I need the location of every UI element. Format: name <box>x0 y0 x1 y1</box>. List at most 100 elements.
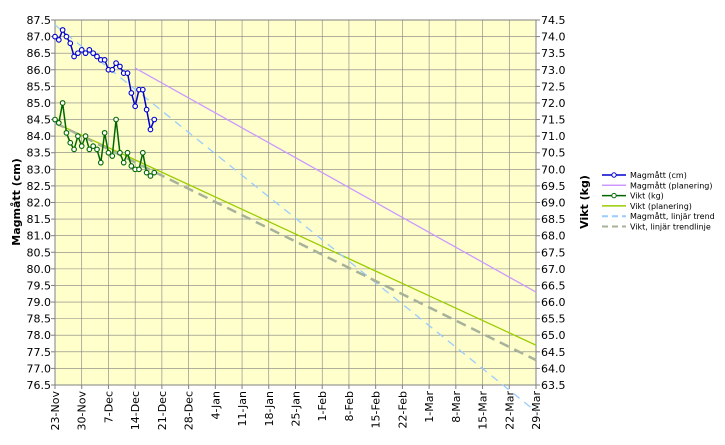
x-tick-label: 8-Mar <box>450 391 463 423</box>
y-left-tick-label: 78.5 <box>27 313 52 326</box>
data-point <box>105 149 112 156</box>
data-point <box>94 146 100 153</box>
data-point <box>52 116 58 123</box>
data-point <box>147 126 154 133</box>
legend: Magmått (cm)Magmått (planering) Vikt (kg)… <box>602 170 715 232</box>
x-tick-label: 7-Dec <box>102 391 115 423</box>
data-point <box>143 106 150 113</box>
y-right-tick-label: 66.5 <box>541 279 566 292</box>
data-point <box>90 143 97 149</box>
data-point <box>117 63 123 70</box>
legend-label: Magmått, linjär trend <box>630 211 715 221</box>
y-right-axis-title: Vikt (kg) <box>578 175 591 229</box>
series-line <box>54 24 537 413</box>
x-tick-label: 15-Feb <box>370 391 383 428</box>
y-right-tick-label: 72.5 <box>541 80 566 93</box>
data-point <box>86 47 93 53</box>
data-point <box>113 60 119 66</box>
data-point <box>97 159 104 166</box>
y-left-tick-label: 87.0 <box>27 31 52 44</box>
x-tick-label: 4-Jan <box>209 391 222 420</box>
series-line <box>134 67 537 293</box>
series-1 <box>134 67 537 293</box>
x-tick-label: 11-Jan <box>236 391 249 427</box>
x-tick-label: 30-Nov <box>76 391 89 431</box>
x-axis-ticks: 23-Nov 30-Nov 7-Dec 14-Dec 21-Dec 28-Dec 4-Jan… <box>49 385 543 430</box>
legend-label: Magmått (cm) <box>630 170 687 180</box>
data-point <box>55 37 62 43</box>
data-point <box>101 56 108 63</box>
y-right-tick-label: 65.0 <box>541 329 566 342</box>
y-right-tick-label: 69.0 <box>541 197 566 210</box>
data-point <box>136 166 142 173</box>
y-left-tick-label: 87.5 <box>27 14 52 27</box>
x-tick-label: 14-Dec <box>129 391 142 430</box>
y-left-tick-label: 82.5 <box>27 180 52 193</box>
y-left-tick-label: 76.5 <box>27 379 52 392</box>
y-left-tick-label: 86.5 <box>27 47 52 60</box>
x-tick-label: 8-Feb <box>343 391 356 421</box>
data-point <box>151 169 158 176</box>
y-right-tick-label: 74.0 <box>541 31 566 44</box>
data-point <box>128 90 135 96</box>
data-point <box>94 53 100 60</box>
y-left-tick-label: 85.0 <box>27 97 52 110</box>
legend-marker <box>611 172 617 178</box>
data-point <box>71 53 77 60</box>
y-right-tick-label: 64.0 <box>541 362 566 375</box>
y-left-tick-label: 80.0 <box>27 263 52 276</box>
legend-label: Vikt (kg) <box>630 192 664 201</box>
data-point <box>132 103 139 110</box>
y-right-tick-label: 63.5 <box>541 379 566 392</box>
y-right-tick-label: 67.5 <box>541 246 566 259</box>
data-point <box>63 129 70 136</box>
x-tick-label: 22-Feb <box>396 391 409 428</box>
y-right-tick-label: 71.0 <box>541 130 566 143</box>
y-right-tick-label: 73.0 <box>541 64 566 77</box>
data-point <box>124 70 131 76</box>
x-tick-label: 25-Jan <box>290 391 303 427</box>
data-point <box>151 116 158 123</box>
series-5 <box>54 121 537 362</box>
data-point <box>109 66 116 73</box>
y-right-tick-label: 68.0 <box>541 230 566 243</box>
data-point <box>59 27 66 33</box>
data-point <box>120 159 127 166</box>
y-left-tick-label: 80.5 <box>27 246 52 259</box>
y-left-tick-label: 78.0 <box>27 329 52 342</box>
y-right-tick-label: 64.5 <box>541 346 566 359</box>
data-point <box>71 146 77 153</box>
y-left-axis-title: Magmått (cm) <box>10 158 23 246</box>
series-line <box>54 122 537 346</box>
y-left-tick-label: 77.0 <box>27 362 52 375</box>
data-point <box>139 149 146 156</box>
y-left-tick-label: 86.0 <box>27 64 52 77</box>
y-right-tick-label: 72.0 <box>541 97 566 110</box>
legend-marker <box>611 192 617 199</box>
y-right-tick-label: 69.5 <box>541 180 566 193</box>
data-point <box>67 40 74 47</box>
data-point <box>117 149 123 156</box>
y-left-tick-label: 85.5 <box>27 80 52 93</box>
y-right-tick-label: 66.0 <box>541 296 566 309</box>
data-point <box>82 133 89 139</box>
y-left-axis-ticks: 87.5 87.0 86.5 86.0 85.5 85.0 84.5 84.0 83.5 83.0… <box>27 14 55 392</box>
series-layer <box>52 24 537 413</box>
y-right-tick-label: 74.5 <box>541 14 566 27</box>
data-point <box>128 163 135 169</box>
data-point <box>75 50 81 57</box>
data-point <box>86 146 93 153</box>
y-left-tick-label: 77.5 <box>27 346 52 359</box>
data-point <box>139 86 146 93</box>
y-left-tick-label: 79.5 <box>27 279 52 292</box>
data-point <box>59 100 66 106</box>
y-left-tick-label: 84.5 <box>27 114 52 127</box>
data-point <box>82 50 89 57</box>
data-point <box>124 149 131 156</box>
y-left-tick-label: 84.0 <box>27 130 52 143</box>
y-left-tick-label: 82.0 <box>27 197 52 210</box>
data-point <box>55 120 62 126</box>
y-left-tick-label: 81.5 <box>27 213 52 226</box>
data-point <box>67 139 74 146</box>
x-tick-label: 28-Dec <box>183 391 196 430</box>
